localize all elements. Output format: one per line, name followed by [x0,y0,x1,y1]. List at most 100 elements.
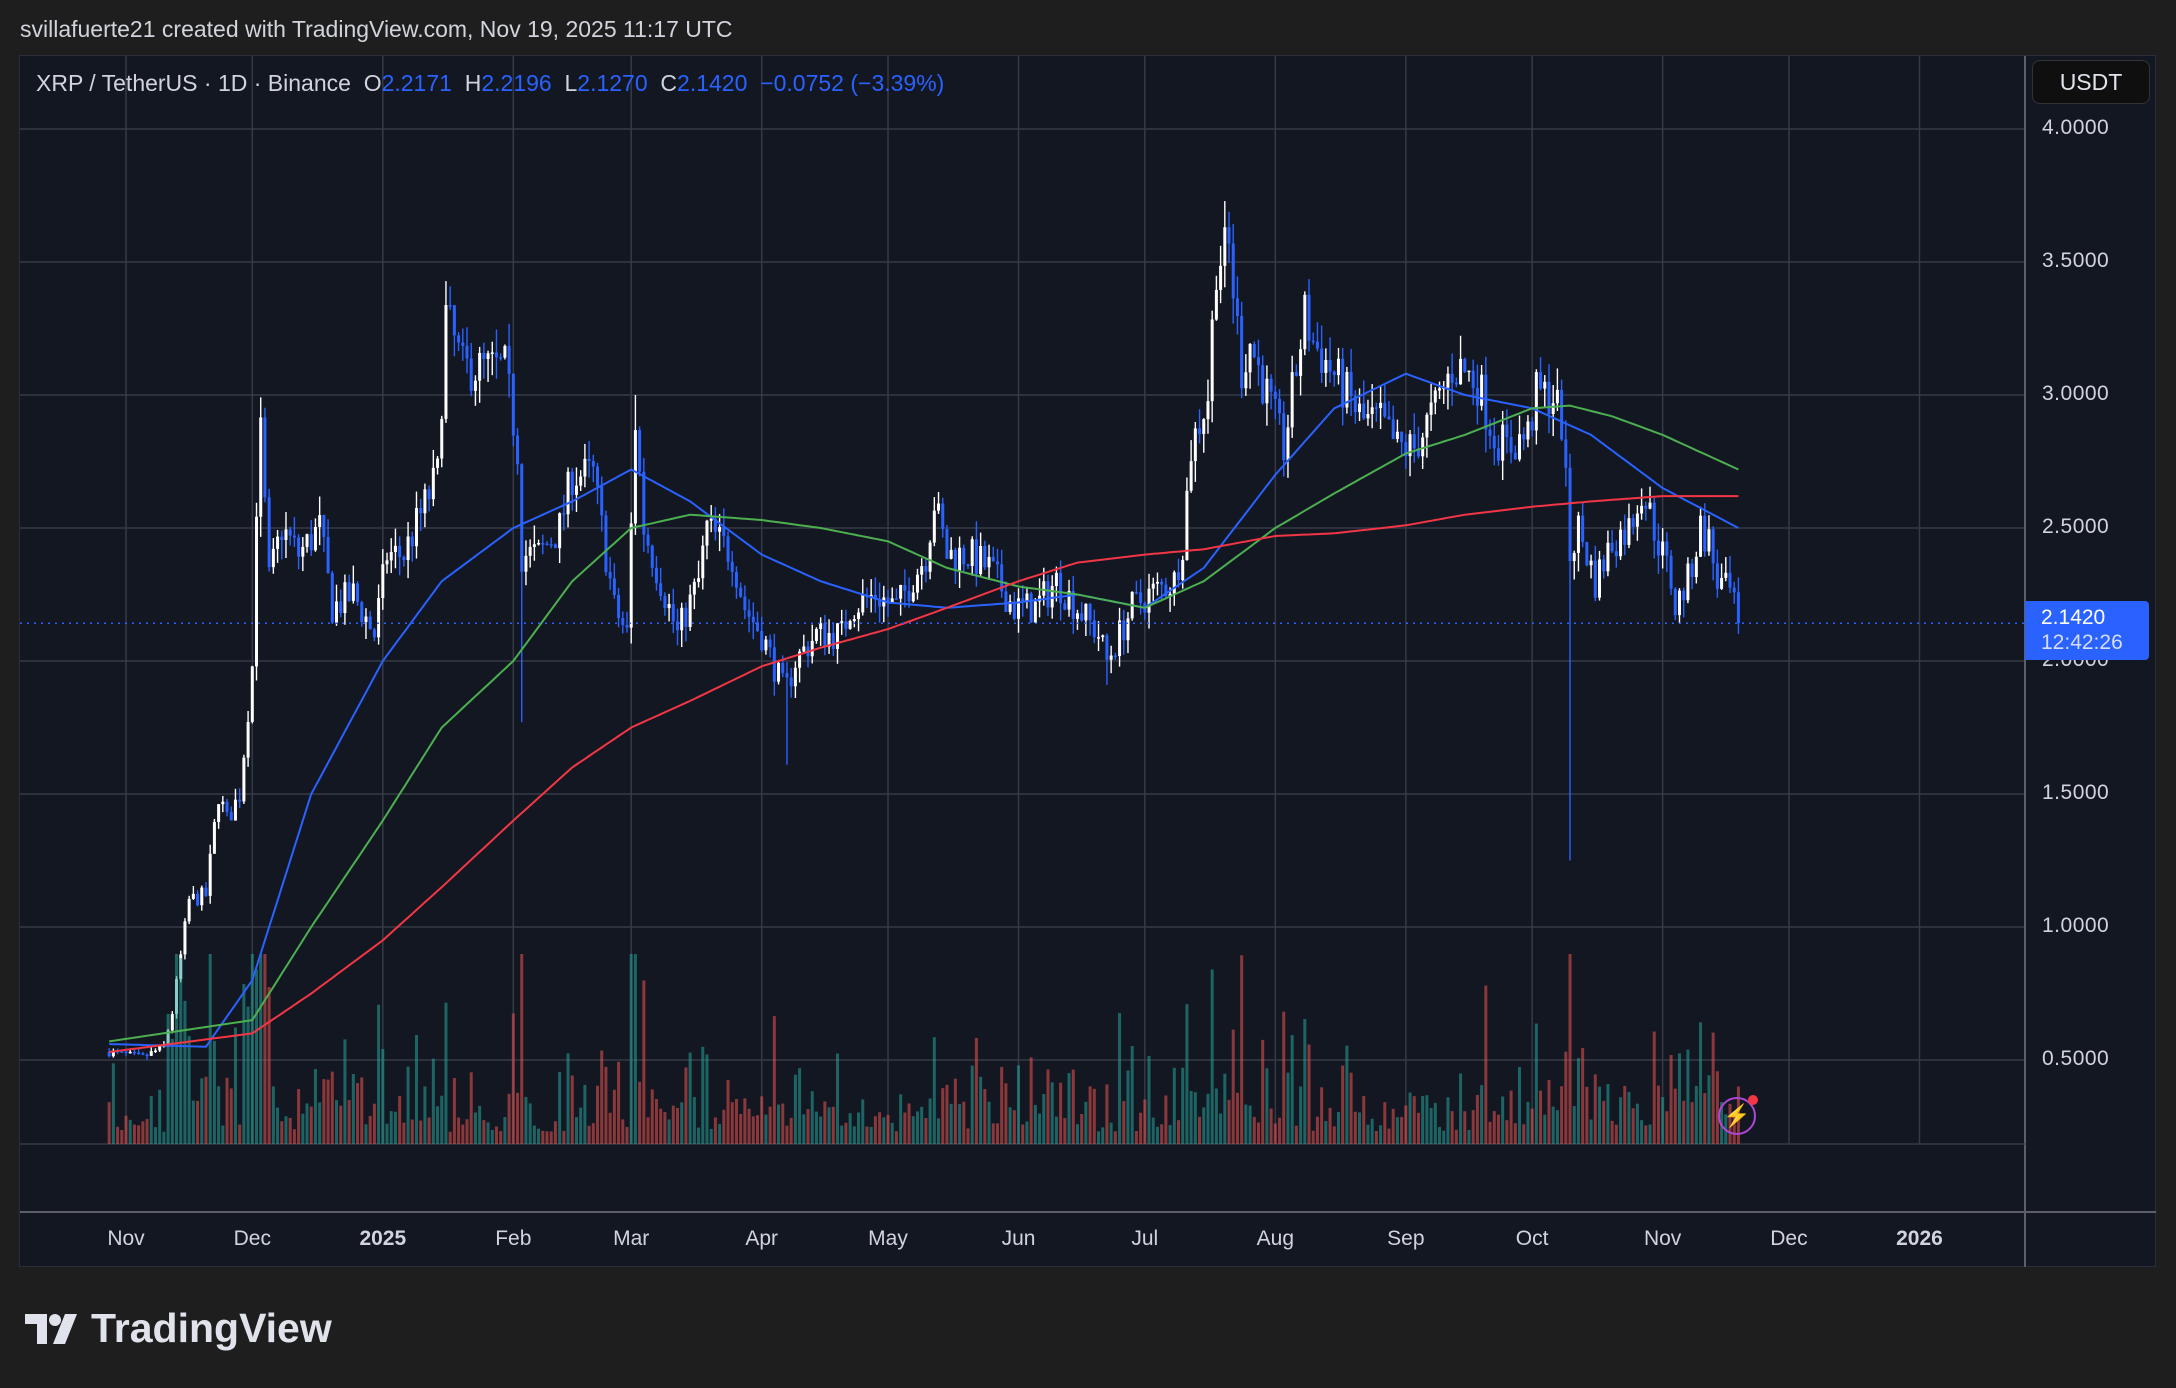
candle-body [1379,402,1383,408]
candle-body [1699,515,1703,557]
candle-body [212,821,216,854]
volume-bar [1644,1125,1648,1144]
volume-bar [1522,1124,1526,1144]
volume-bar [414,1035,418,1144]
candle-body [844,621,848,629]
candle-body [385,560,389,565]
volume-bar [128,1119,132,1144]
volume-bar [1105,1084,1109,1144]
close-value: 2.1420 [677,70,748,96]
lightning-icon[interactable]: ⚡ [1718,1095,1758,1135]
candle-body [861,594,865,613]
candle-body [574,485,578,495]
candle-body [1736,592,1740,624]
candle-body [313,527,317,551]
volume-bar [1265,1068,1269,1144]
currency-button[interactable]: USDT [2032,60,2150,104]
candle-body [1391,419,1395,439]
candle-body [1661,541,1665,556]
candle-body [1092,620,1096,638]
candle-body [280,536,284,541]
volume-bar [835,1053,839,1144]
candle-body [1425,414,1429,438]
volume-bar [814,1111,818,1144]
volume-bar [1640,1120,1644,1144]
volume-bar [633,954,637,1144]
volume-bar [1172,1067,1176,1144]
candle-body [1033,601,1037,623]
candle-body [537,543,541,545]
candle-body [208,853,212,896]
candle-body [974,539,978,575]
candle-body [1724,572,1728,578]
candle-body [528,546,532,556]
volume-bar [398,1095,402,1144]
candle-body [1572,552,1576,562]
volume-bar [1471,1110,1475,1144]
candle-body [937,503,941,511]
volume-bar [1345,1045,1349,1144]
volume-bar [1181,1067,1185,1144]
volume-bar [461,1124,465,1144]
candle-body [360,602,364,622]
volume-bar [364,1124,368,1144]
candle-body [217,804,221,822]
candle-body [1071,590,1075,619]
candle-body [507,345,511,374]
volume-bar [427,1117,431,1144]
candle-body [692,581,696,595]
candle-body [760,630,764,651]
volume-bar [1703,1093,1707,1144]
volume-bar [1602,1100,1606,1144]
volume-bar [1488,1121,1492,1144]
volume-bar [116,1126,120,1144]
volume-bar [865,1126,869,1144]
volume-bar [1631,1108,1635,1144]
candle-body [377,598,381,638]
candle-body [995,561,999,565]
candle-body [1067,590,1071,610]
candle-body [107,1052,111,1057]
candle-body [478,352,482,381]
candle-body [1518,434,1522,460]
candle-body [718,527,722,532]
candle-body [1509,437,1513,453]
volume-bar [920,1106,924,1144]
candle-body [423,489,427,514]
candle-body [781,662,785,673]
volume-bar [676,1107,680,1144]
candle-body [461,342,465,346]
candle-body [309,534,313,551]
candle-body [1429,402,1433,415]
candle-body [1341,358,1345,408]
candle-body [419,508,423,514]
volume-bar [1324,1120,1328,1144]
candle-body [1105,635,1109,660]
volume-bar [579,1107,583,1144]
candle-body [1240,316,1244,389]
candle-body [852,618,856,622]
candle-body [1147,588,1151,613]
volume-bar [983,1089,987,1144]
candle-body [987,556,991,568]
symbol-title[interactable]: XRP / TetherUS · 1D · Binance [36,70,351,96]
volume-bar [1614,1124,1618,1144]
volume-bar [402,1122,406,1144]
price-tick: 3.5000 [2042,249,2110,272]
volume-bar [381,1048,385,1144]
candle-body [1564,439,1568,468]
candle-body [1732,587,1736,593]
candle-body [170,1013,174,1031]
close-label: C [660,70,678,96]
volume-bar [1366,1124,1370,1144]
candle-body [558,513,562,549]
candle-body [1118,620,1122,657]
candle-body [255,516,259,667]
volume-bar [1198,1116,1202,1144]
volume-bar [457,1117,461,1144]
candle-body [1711,529,1715,564]
candle-body [1126,618,1130,641]
volume-bar [132,1124,136,1144]
volume-bar [440,1095,444,1144]
